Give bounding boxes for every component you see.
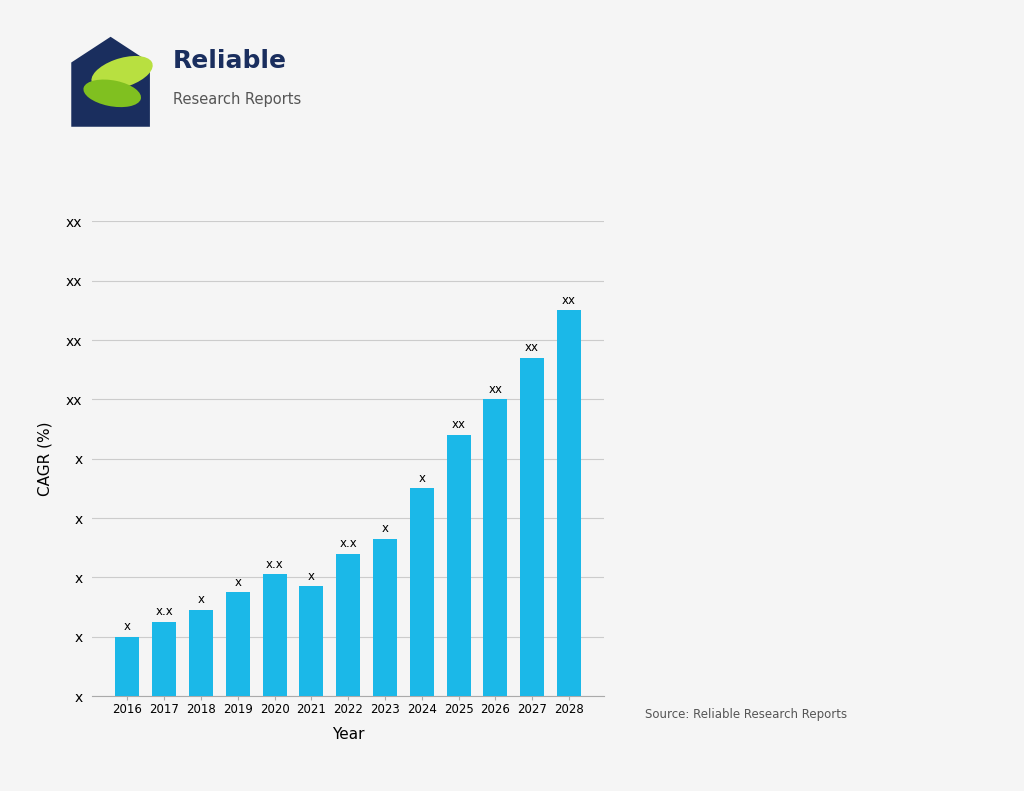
Text: x: x (418, 472, 425, 485)
Ellipse shape (91, 56, 153, 89)
Bar (336, 554, 360, 696)
Bar (446, 435, 470, 696)
Bar (520, 358, 544, 696)
Polygon shape (72, 36, 150, 127)
Text: x: x (234, 576, 242, 589)
Text: Reliable: Reliable (173, 49, 287, 74)
Text: x: x (198, 593, 205, 607)
Text: Source: Reliable Research Reports: Source: Reliable Research Reports (645, 708, 847, 721)
Text: Research Reports: Research Reports (173, 93, 301, 108)
Text: x: x (124, 620, 131, 633)
Bar (153, 622, 176, 696)
Bar (373, 539, 397, 696)
Bar (226, 592, 250, 696)
Text: xx: xx (488, 383, 503, 396)
Text: xx: xx (562, 294, 575, 307)
Text: x.x: x.x (156, 605, 173, 619)
Bar (299, 586, 324, 696)
Y-axis label: CAGR (%): CAGR (%) (37, 422, 52, 496)
Text: x: x (382, 522, 388, 536)
Bar (483, 399, 507, 696)
Text: x.x: x.x (339, 537, 357, 551)
Bar (262, 574, 287, 696)
X-axis label: Year: Year (332, 727, 365, 742)
Bar (557, 310, 581, 696)
Bar (116, 637, 139, 696)
Bar (189, 610, 213, 696)
Bar (410, 488, 434, 696)
Text: x.x: x.x (265, 558, 284, 571)
Text: x: x (308, 570, 314, 583)
Text: xx: xx (525, 342, 539, 354)
Text: xx: xx (452, 418, 466, 432)
Ellipse shape (83, 80, 141, 107)
